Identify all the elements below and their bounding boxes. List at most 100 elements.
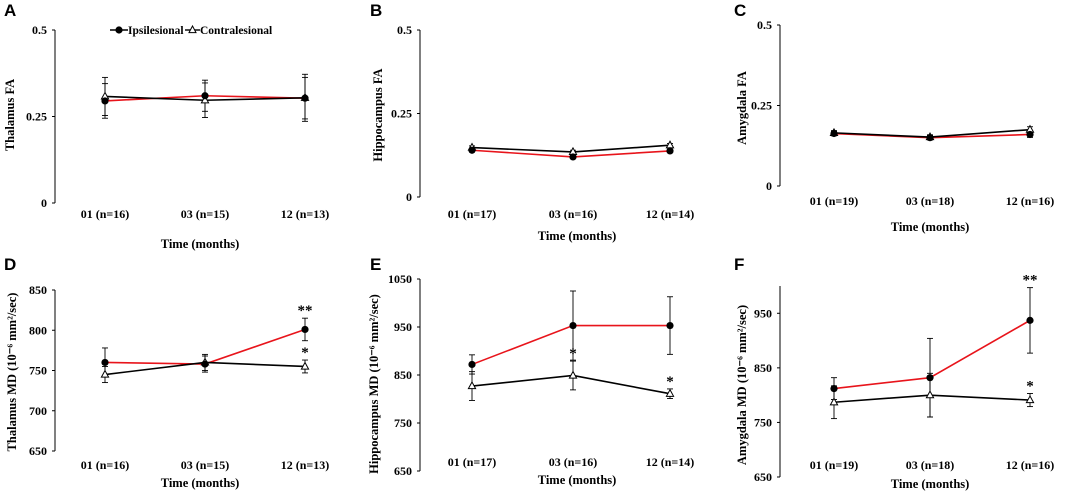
x-tick-label: 12 (n=16): [1006, 194, 1055, 208]
y-tick-label: 950: [394, 320, 412, 334]
panel-letter: F: [734, 255, 744, 274]
x-tick-label: 12 (n=14): [646, 455, 695, 469]
panel-c: C 0 0.25 0.5 Amygdala FA 01 (n=19) 03 (n=18) 12…: [734, 1, 1054, 234]
point-ipsilesional: [1026, 130, 1034, 139]
y-tick-label: 650: [394, 464, 412, 478]
point-ipsilesional: [301, 94, 309, 102]
x-tick-label: 01 (n=17): [448, 207, 497, 221]
significance-contralesional: *: [301, 345, 309, 361]
point-ipsilesional: [101, 358, 109, 367]
panel-a: A 0 0.25 0.5 Thalamus FA 01 (n=16) 03 (n=15) 12…: [3, 1, 329, 251]
x-tick-label: 01 (n=19): [810, 194, 859, 208]
y-tick-label: 700: [29, 404, 47, 418]
y-tick-label: 0.5: [397, 23, 412, 37]
y-axis-title: Amygdala MD (10⁻⁶ mm²/sec): [735, 305, 749, 465]
y-tick-label: 750: [754, 415, 772, 429]
significance-ipsilesional: **: [298, 303, 313, 319]
point-ipsilesional: [1026, 316, 1034, 324]
point-ipsilesional: [569, 321, 577, 330]
x-tick-label: 03 (n=15): [181, 458, 230, 472]
panel-d: D 650 700 750 800 850 Thalamus MD (10⁻⁶ mm²/se…: [4, 255, 329, 490]
x-tick-label: 03 (n=16): [549, 207, 598, 221]
y-tick-label: 0: [406, 190, 412, 204]
point-ipsilesional: [666, 147, 674, 155]
y-tick-label: 850: [29, 283, 47, 297]
point-ipsilesional: [830, 129, 838, 138]
point-ipsilesional: [830, 384, 838, 393]
x-axis-title: Time (months): [161, 237, 240, 251]
point-contralesional: [300, 361, 310, 370]
x-tick-label: 12 (n=13): [281, 207, 330, 221]
significance-ipsilesional: **: [1023, 273, 1038, 289]
point-ipsilesional: [926, 374, 934, 382]
significance-contralesional: *: [1026, 379, 1034, 395]
point-contralesional: [665, 388, 675, 397]
x-axis-title: Time (months): [161, 476, 240, 490]
y-tick-label: 0.25: [26, 110, 47, 124]
point-contralesional: [1025, 395, 1035, 404]
panel-letter: E: [370, 255, 381, 274]
x-tick-label: 03 (n=18): [906, 194, 955, 208]
point-ipsilesional: [468, 146, 476, 154]
x-axis-title: Time (months): [891, 220, 970, 234]
x-tick-label: 12 (n=14): [646, 207, 695, 221]
point-ipsilesional: [101, 97, 109, 105]
point-contralesional: [467, 380, 477, 390]
y-tick-label: 0.5: [757, 18, 772, 32]
point-contralesional: [665, 140, 675, 149]
point-contralesional: [100, 369, 110, 378]
y-tick-label: 750: [394, 416, 412, 430]
y-axis-title: Hippocampus FA: [371, 68, 385, 161]
legend-label-contralesional: Contralesional: [200, 25, 272, 37]
legend-marker-contralesional: [188, 24, 197, 34]
y-axis-title: Hippocampus MD (10⁻⁶ mm²/sec): [367, 294, 381, 474]
point-ipsilesional: [926, 134, 934, 142]
x-tick-label: 01 (n=16): [81, 207, 130, 221]
panel-f: F 650 750 850 950 Amygdala MD (10⁻⁶ mm²/sec) 0…: [734, 255, 1054, 491]
point-ipsilesional: [201, 360, 209, 368]
significance-contralesional: *: [666, 374, 674, 390]
x-axis-title: Time (months): [891, 477, 970, 491]
significance-contralesional: *: [569, 346, 577, 362]
panel-e: E 650 750 850 950 1050 Hippocampus MD (10⁻⁶ mm…: [367, 255, 694, 487]
panel-letter: D: [4, 255, 16, 274]
point-contralesional: [829, 397, 839, 406]
y-tick-label: 650: [29, 444, 47, 458]
y-tick-label: 0.25: [391, 107, 412, 121]
x-tick-label: 01 (n=17): [448, 455, 497, 469]
x-tick-label: 12 (n=16): [1006, 458, 1055, 472]
y-axis-title: Amygdala FA: [735, 71, 749, 145]
panel-letter: A: [4, 1, 16, 20]
y-tick-label: 0: [766, 179, 772, 193]
y-tick-label: 750: [29, 364, 47, 378]
x-tick-label: 03 (n=18): [906, 458, 955, 472]
y-tick-label: 850: [394, 368, 412, 382]
point-ipsilesional: [569, 153, 577, 161]
y-tick-label: 850: [754, 361, 772, 375]
panel-b: B 0 0.25 0.5 Hippocampus FA 01 (n=17) 03 (n=16…: [370, 1, 694, 243]
panel-letter: B: [370, 1, 382, 20]
point-contralesional: [925, 390, 935, 399]
legend-label-ipsilesional: Ipsilesional: [128, 25, 184, 37]
panel-letter: C: [734, 1, 746, 20]
x-tick-label: 12 (n=13): [281, 458, 330, 472]
y-tick-label: 950: [754, 306, 772, 320]
y-tick-label: 800: [29, 323, 47, 337]
x-axis-title: Time (months): [538, 473, 617, 487]
legend-marker-ipsilesional: [115, 26, 123, 34]
x-tick-label: 01 (n=16): [81, 458, 130, 472]
legend: Ipsilesional Contralesional: [110, 24, 272, 37]
point-contralesional: [568, 370, 578, 379]
x-tick-label: 01 (n=19): [810, 458, 859, 472]
y-tick-label: 0.5: [32, 23, 47, 37]
x-tick-label: 03 (n=16): [549, 455, 598, 469]
y-tick-label: 1050: [388, 272, 412, 286]
y-tick-label: 650: [754, 470, 772, 484]
point-ipsilesional: [666, 321, 674, 330]
y-tick-label: 0.25: [751, 99, 772, 113]
x-tick-label: 03 (n=15): [181, 207, 230, 221]
y-tick-label: 0: [41, 196, 47, 210]
point-contralesional: [200, 95, 210, 104]
x-axis-title: Time (months): [538, 229, 617, 243]
